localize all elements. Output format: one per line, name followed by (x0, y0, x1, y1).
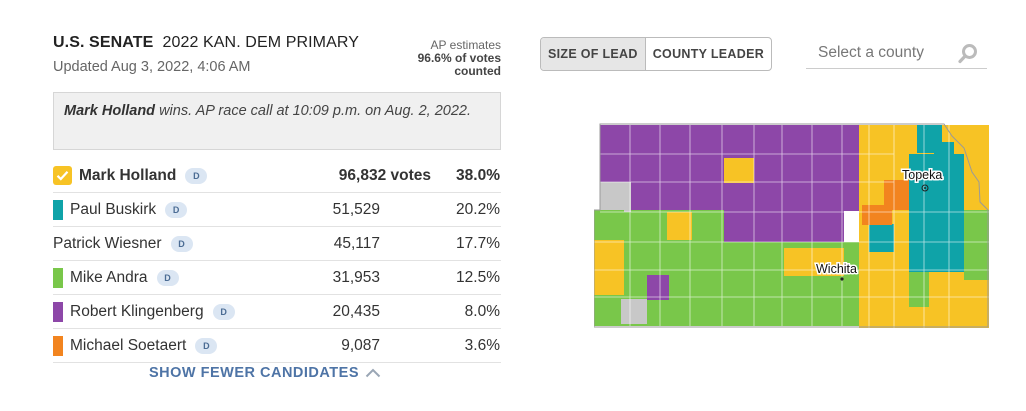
candidate-row: Mark Holland D 96,832 votes 38.0% (53, 159, 501, 193)
search-icon (958, 44, 977, 64)
candidate-votes: 51,529 (332, 200, 380, 218)
county-leader-tab[interactable]: COUNTY LEADER (652, 47, 765, 61)
candidate-row: Paul Buskirk D 51,529 20.2% (53, 193, 501, 227)
candidate-name: Michael Soetaert (70, 336, 187, 354)
show-fewer-label: SHOW FEWER CANDIDATES (149, 365, 360, 381)
candidate-percent: 17.7% (456, 234, 500, 252)
candidate-percent: 3.6% (464, 336, 500, 354)
ap-estimate: AP estimates 96.6% of votes counted (418, 39, 501, 78)
results-panel: U.S. SENATE 2022 KAN. DEM PRIMARY Update… (53, 34, 501, 363)
ap-counted: counted (454, 64, 501, 78)
candidate-row: Patrick Wiesner D 45,117 17.7% (53, 227, 501, 261)
race-call-text: wins. AP race call at 10:09 p.m. on Aug.… (155, 103, 472, 119)
candidate-name: Mike Andra (70, 268, 148, 286)
kansas-county-map[interactable]: Topeka Wichita (594, 122, 990, 328)
candidate-row: Robert Klingenberg D 20,435 8.0% (53, 295, 501, 329)
chevron-up-icon (365, 368, 381, 378)
candidate-percent: 20.2% (456, 200, 500, 218)
map-mode-toggle: SIZE OF LEAD COUNTY LEADER (540, 37, 773, 71)
candidate-name: Robert Klingenberg (70, 302, 204, 320)
candidate-row: Michael Soetaert D 9,087 3.6% (53, 329, 501, 363)
party-badge: D (170, 235, 193, 252)
race-office: U.S. SENATE (53, 34, 154, 51)
race-name: 2022 KAN. DEM PRIMARY (162, 34, 360, 51)
city-label-wichita: Wichita (816, 262, 857, 276)
ap-percent: 96.6% of votes (417, 51, 501, 65)
race-call-box: Mark Holland wins. AP race call at 10:09… (53, 92, 501, 150)
county-search-input[interactable]: Select a county (806, 37, 987, 69)
winner-check-icon (53, 166, 72, 185)
candidate-name: Mark Holland (79, 166, 177, 184)
candidate-color-swatch (53, 301, 63, 322)
party-badge: D (165, 201, 188, 218)
party-badge: D (195, 337, 218, 354)
party-badge: D (185, 167, 208, 184)
candidate-percent: 12.5% (456, 268, 500, 286)
candidate-row: Mike Andra D 31,953 12.5% (53, 261, 501, 295)
candidate-votes: 20,435 (332, 302, 380, 320)
ap-label: AP estimates (430, 38, 501, 52)
candidate-name: Paul Buskirk (70, 200, 157, 218)
race-call-winner: Mark Holland (64, 103, 156, 119)
size-of-lead-tab[interactable]: SIZE OF LEAD (541, 38, 646, 70)
updated-time: Updated Aug 3, 2022, 4:06 AM (53, 59, 251, 75)
candidate-color-swatch (53, 199, 63, 220)
show-fewer-candidates-button[interactable]: SHOW FEWER CANDIDATES (149, 365, 381, 381)
candidate-votes: 45,117 (333, 234, 380, 252)
county-search-placeholder: Select a county (818, 43, 924, 61)
candidate-color-swatch (53, 335, 63, 356)
race-header: U.S. SENATE 2022 KAN. DEM PRIMARY Update… (53, 34, 501, 86)
party-badge: D (212, 303, 235, 320)
candidate-votes: 31,953 (332, 268, 380, 286)
race-title: U.S. SENATE 2022 KAN. DEM PRIMARY (53, 34, 501, 52)
candidate-percent: 38.0% (456, 166, 500, 184)
city-topeka: Topeka (901, 167, 944, 192)
party-badge: D (156, 269, 179, 286)
candidate-name: Patrick Wiesner (53, 234, 162, 252)
candidate-percent: 8.0% (464, 302, 500, 320)
city-wichita: Wichita (815, 261, 859, 281)
state-outline (594, 123, 989, 328)
city-label-topeka: Topeka (902, 168, 942, 182)
candidate-color-swatch (53, 267, 63, 288)
candidate-table: Mark Holland D 96,832 votes 38.0% Paul B… (53, 159, 501, 363)
candidate-votes: 9,087 (341, 336, 380, 354)
county-fills (594, 125, 989, 328)
county-grid (594, 125, 989, 328)
candidate-votes: 96,832 votes (338, 166, 431, 184)
